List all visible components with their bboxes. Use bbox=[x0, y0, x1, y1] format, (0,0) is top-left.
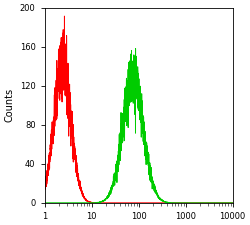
Y-axis label: Counts: Counts bbox=[4, 88, 14, 122]
